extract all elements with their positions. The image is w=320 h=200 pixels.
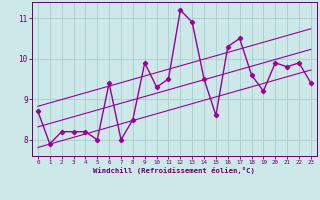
- X-axis label: Windchill (Refroidissement éolien,°C): Windchill (Refroidissement éolien,°C): [93, 167, 255, 174]
